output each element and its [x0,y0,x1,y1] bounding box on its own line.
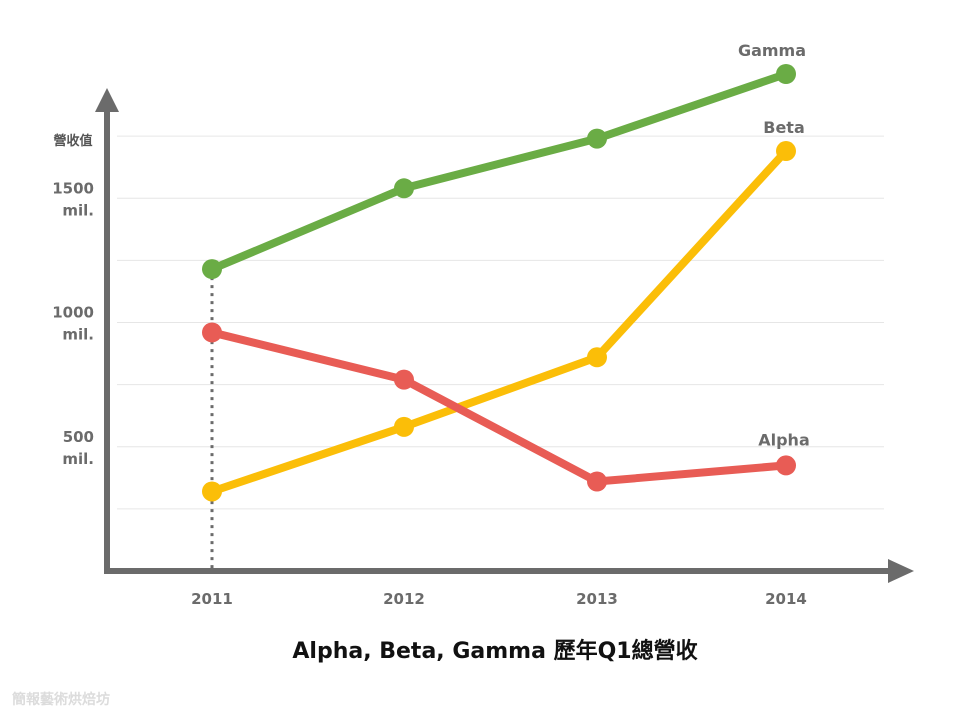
data-point [587,471,607,492]
data-point [394,416,414,437]
data-point [587,347,607,368]
data-point [587,128,607,149]
data-point [394,178,414,199]
series-label: Gamma [738,41,806,60]
x-tick-label: 2011 [191,590,233,608]
data-point [202,481,222,502]
gridlines [117,135,884,510]
series-label: Beta [763,118,805,137]
data-point [202,322,222,343]
series-alpha [202,322,796,492]
y-tick-label: 500 mil. [62,428,94,468]
y-axis-label: 營收值 [53,133,92,149]
data-point [776,141,796,162]
chart-title: Alpha, Beta, Gamma 歷年Q1總營收 [292,638,697,664]
data-point [394,369,414,390]
data-point [776,64,796,84]
series-beta [202,141,796,502]
series-label: Alpha [758,430,810,449]
series [202,64,796,502]
axes [95,88,914,583]
series-line [208,147,790,496]
watermark: 簡報藝術烘焙坊 [12,691,110,708]
series-gamma [202,64,796,280]
x-tick-label: 2014 [765,590,807,608]
series-line [208,70,790,274]
series-labels: Gamma Beta Alpha [738,41,810,449]
y-axis-arrow [95,88,119,112]
y-tick-label: 1000 mil. [52,304,94,344]
data-point [776,455,796,476]
y-tick-label: 1500 mil. [52,179,94,219]
y-tick-labels: 500 mil. 1000 mil. 1500 mil. [52,179,94,468]
series-line [208,328,790,486]
x-tick-label: 2012 [383,590,425,608]
x-tick-label: 2013 [576,590,618,608]
x-tick-labels: 2011 2012 2013 2014 [191,590,807,608]
data-point [202,259,222,280]
x-axis-arrow [888,559,914,583]
